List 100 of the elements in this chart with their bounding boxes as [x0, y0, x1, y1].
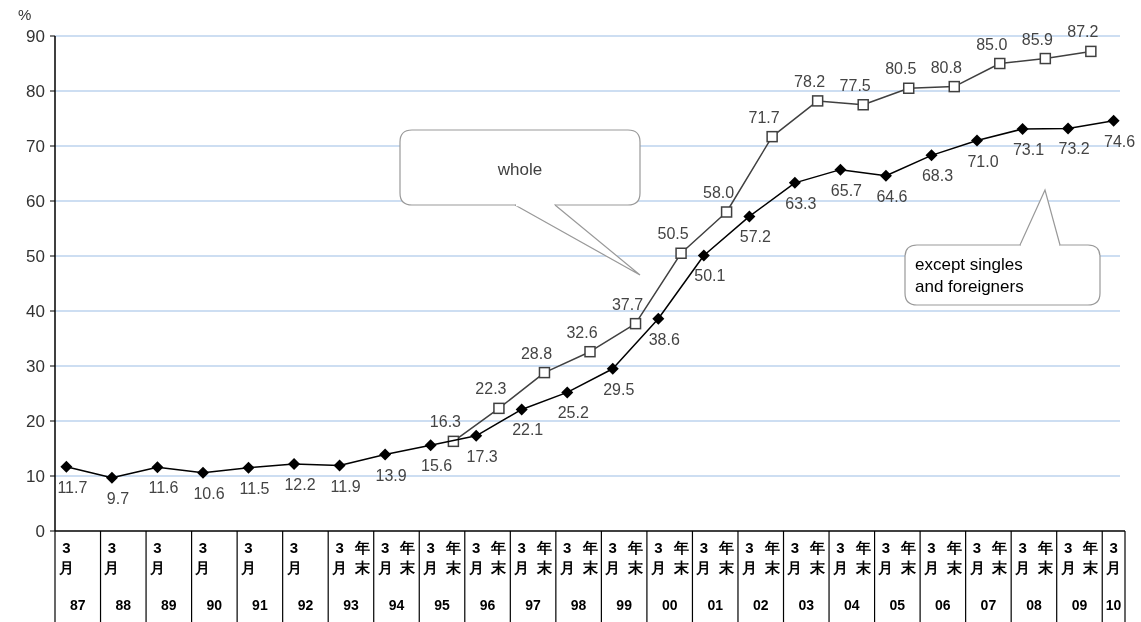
- y-tick-label: 30: [26, 357, 45, 376]
- x-tick-label: 3月: [786, 539, 803, 576]
- x-tick-label: 3月: [604, 539, 621, 576]
- point: [196, 466, 209, 479]
- text: 97: [525, 597, 542, 613]
- text: 07: [980, 597, 997, 613]
- text: 00: [661, 597, 678, 613]
- data-label: 87.2: [1067, 23, 1099, 41]
- text: 95: [434, 597, 451, 613]
- x-tick-label: 年末: [900, 539, 918, 576]
- x-tick-label: 年末: [672, 539, 690, 576]
- data-label: 16.3: [429, 413, 462, 431]
- data-label: 85.0: [976, 35, 1008, 53]
- data-label: 71.7: [748, 108, 780, 126]
- x-tick-label: 3月: [57, 539, 74, 576]
- text: 04: [844, 597, 860, 613]
- data-label: 74.6: [1104, 132, 1136, 150]
- data-label: 64.6: [876, 187, 908, 205]
- point: [697, 249, 710, 262]
- text: 98: [570, 597, 587, 613]
- data-label: 12.2: [284, 475, 316, 493]
- x-tick-label: 年末: [535, 539, 553, 576]
- x-tick-label: 3月: [240, 539, 257, 576]
- data-label: 11.5: [239, 479, 270, 497]
- x-tick-label: 3月: [1014, 539, 1031, 576]
- text: 03: [798, 597, 815, 613]
- data-label: 25.2: [557, 404, 589, 422]
- point: [766, 130, 778, 143]
- text: 92: [297, 597, 314, 613]
- x-tick-label: 年末: [854, 539, 872, 576]
- y-tick-label: 90: [26, 27, 45, 46]
- text: 06: [935, 597, 951, 613]
- point: [948, 80, 961, 93]
- point: [1062, 122, 1075, 135]
- x-tick-label: 年末: [399, 539, 417, 576]
- x-tick-label: 年末: [627, 539, 645, 576]
- text: 94: [388, 597, 405, 613]
- text: 88: [115, 597, 132, 613]
- point: [1107, 114, 1120, 127]
- point: [629, 317, 642, 330]
- x-tick-label: 3月: [331, 539, 348, 576]
- data-label: 37.7: [611, 295, 644, 313]
- data-label: 9.7: [106, 489, 130, 507]
- x-tick-label: 年末: [718, 539, 736, 576]
- x-tick-label: 年末: [945, 539, 963, 576]
- point: [971, 134, 984, 147]
- point: [879, 169, 892, 182]
- y-tick-label: 50: [26, 247, 45, 266]
- data-label: 11.6: [148, 479, 179, 497]
- x-tick-label: 年末: [991, 539, 1009, 576]
- data-label: 68.3: [921, 167, 954, 185]
- point: [1085, 45, 1097, 58]
- x-tick-label: 3月: [103, 539, 120, 576]
- point: [515, 403, 528, 416]
- x-tick-label: 3月: [285, 539, 302, 576]
- point: [333, 459, 346, 472]
- x-tick-label: 年末: [353, 539, 371, 576]
- point: [105, 471, 118, 484]
- y-tick-label: 40: [26, 302, 45, 321]
- x-tick-label: 3月: [968, 539, 985, 576]
- x-tick-label: 3月: [148, 539, 165, 576]
- text: 89: [161, 597, 177, 613]
- x-tick-label: 3月: [877, 539, 894, 576]
- point: [1016, 122, 1029, 135]
- text: whole: [496, 160, 543, 179]
- point: [675, 247, 687, 259]
- data-label: 13.9: [375, 466, 407, 484]
- x-tick-label: 3月: [695, 539, 712, 576]
- data-label: 58.0: [703, 184, 735, 201]
- text: 93: [343, 597, 359, 613]
- point: [493, 402, 505, 415]
- text: 10: [1105, 597, 1122, 613]
- text: 90: [206, 597, 223, 613]
- point: [151, 461, 164, 474]
- x-tick-label: 3月: [1105, 539, 1122, 576]
- text: 02: [752, 597, 769, 613]
- data-label: 11.9: [330, 477, 361, 495]
- data-label: 80.8: [930, 58, 962, 76]
- x-tick-label: 年末: [1036, 539, 1054, 576]
- point: [743, 210, 756, 223]
- x-tick-label: 3月: [1059, 539, 1076, 576]
- text: 91: [252, 597, 268, 613]
- point: [994, 57, 1006, 70]
- data-label: 73.2: [1058, 140, 1090, 158]
- data-label: 50.5: [657, 225, 689, 243]
- x-tick-label: 3月: [194, 539, 211, 576]
- point: [652, 312, 665, 325]
- point: [561, 386, 574, 399]
- x-tick-label: 3月: [467, 539, 484, 576]
- data-label: 22.1: [512, 421, 544, 439]
- point: [857, 99, 869, 111]
- data-label: 17.3: [466, 447, 498, 465]
- x-tick-label: 年末: [763, 539, 781, 576]
- x-tick-label: 3月: [558, 539, 575, 576]
- data-label: 57.2: [739, 228, 772, 246]
- data-label: 77.5: [839, 76, 871, 94]
- point: [584, 345, 596, 358]
- y-tick-label: 80: [26, 82, 45, 101]
- x-tick-label: 3月: [376, 539, 393, 576]
- x-tick-label: 年末: [490, 539, 508, 576]
